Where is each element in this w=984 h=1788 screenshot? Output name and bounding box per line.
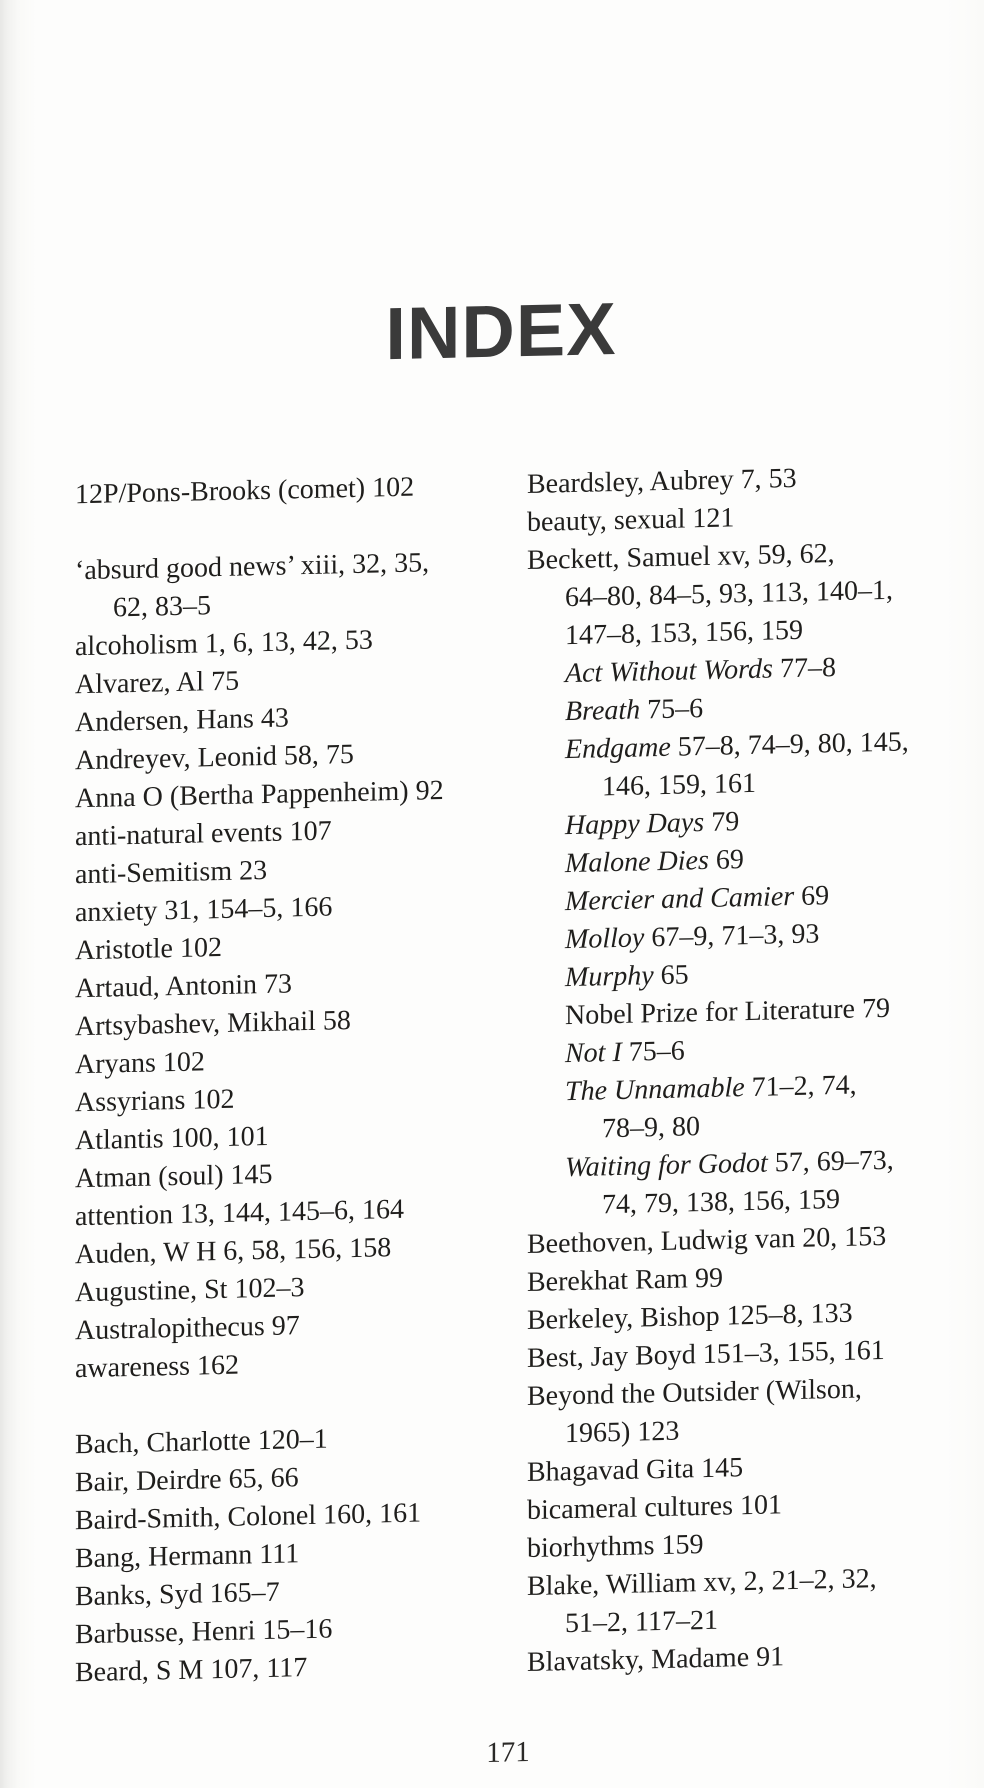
index-entry-text: anti-natural events 107 bbox=[75, 815, 332, 853]
index-entry-text: Atlantis 100, 101 bbox=[75, 1120, 269, 1157]
index-entry-text: beauty, sexual 121 bbox=[527, 502, 735, 539]
index-entry-text: Banks, Syd 165–7 bbox=[75, 1576, 280, 1613]
index-entry-text: Beethoven, Ludwig van 20, 153 bbox=[527, 1220, 887, 1261]
index-entry-text: Beardsley, Aubrey 7, 53 bbox=[527, 462, 797, 501]
index-entry-text: Artsybashev, Mikhail 58 bbox=[75, 1005, 351, 1043]
index-entry-text: Berkeley, Bishop 125–8, 133 bbox=[527, 1297, 853, 1337]
index-entry-text: 1965) 123 bbox=[565, 1415, 680, 1450]
page-title: INDEX bbox=[385, 287, 617, 376]
index-entry-text: 65 bbox=[653, 959, 689, 992]
index-book-title: Act Without Words bbox=[565, 653, 773, 690]
index-entry-text: 57–8, 74–9, 80, 145, bbox=[670, 726, 909, 763]
index-entry-text: Assyrians 102 bbox=[75, 1083, 235, 1119]
index-entry-text: Beckett, Samuel xv, 59, 62, bbox=[527, 538, 835, 577]
index-book-title: Molloy bbox=[565, 922, 645, 956]
index-entry-text: Bair, Deirdre 65, 66 bbox=[75, 1462, 299, 1499]
index-entry-text: Aristotle 102 bbox=[75, 931, 222, 967]
index-book-title: The Unnamable bbox=[565, 1072, 745, 1108]
index-entry-text: 69 bbox=[708, 844, 744, 876]
index-entry-text: Auden, W H 6, 58, 156, 158 bbox=[75, 1232, 392, 1271]
index-entry-text: Bhagavad Gita 145 bbox=[527, 1452, 744, 1489]
index-entry-text: Bach, Charlotte 120–1 bbox=[75, 1423, 328, 1461]
index-entry-text: Aryans 102 bbox=[75, 1046, 205, 1081]
index-entry-text: 79 bbox=[704, 806, 740, 839]
index-entry-text: Beard, S M 107, 117 bbox=[75, 1652, 308, 1689]
index-entry-text: 51–2, 117–21 bbox=[565, 1604, 718, 1640]
index-column-right: Beardsley, Aubrey 7, 53 beauty, sexual 12… bbox=[527, 456, 976, 1682]
index-entry-text: 64–80, 84–5, 93, 113, 140–1, bbox=[565, 574, 893, 614]
index-entry-text: Atman (soul) 145 bbox=[75, 1158, 273, 1195]
index-book-title: Malone Dies bbox=[565, 844, 709, 880]
index-entry-text: bicameral cultures 101 bbox=[527, 1489, 783, 1527]
index-book-title: Waiting for Godot bbox=[565, 1147, 768, 1184]
index-book-title: Endgame bbox=[565, 731, 671, 766]
index-entry-text: anxiety 31, 154–5, 166 bbox=[75, 891, 333, 929]
index-entry-text: 146, 159, 161 bbox=[602, 767, 756, 803]
index-entry-text: 78–9, 80 bbox=[602, 1111, 700, 1145]
index-book-title: Not I bbox=[565, 1036, 622, 1070]
index-entry-text: Blavatsky, Madame 91 bbox=[527, 1641, 785, 1679]
index-book-title: Happy Days bbox=[565, 807, 705, 842]
index-entry-text: 12P/Pons-Brooks (comet) 102 bbox=[75, 471, 415, 511]
index-entry-text: attention 13, 144, 145–6, 164 bbox=[75, 1193, 404, 1233]
index-entry-text: 71–2, 74, bbox=[744, 1069, 857, 1104]
index-entry-text: Nobel Prize for Literature 79 bbox=[565, 992, 890, 1032]
index-entry-text: 147–8, 153, 156, 159 bbox=[565, 614, 803, 652]
index-entry-line: 12P/Pons-Brooks (comet) 102 bbox=[75, 466, 527, 514]
index-book-title: Murphy bbox=[565, 960, 654, 994]
index-entry-text: Blake, William xv, 2, 21–2, 32, bbox=[527, 1563, 877, 1603]
index-book-title: Breath bbox=[565, 694, 641, 728]
index-entry-text: 62, 83–5 bbox=[113, 590, 211, 624]
index-entry-text: Best, Jay Boyd 151–3, 155, 161 bbox=[527, 1334, 885, 1375]
index-entry-text: Alvarez, Al 75 bbox=[75, 665, 240, 701]
page-number: 171 bbox=[486, 1735, 530, 1769]
index-entry-text: 77–8 bbox=[772, 652, 836, 685]
index-entry-text: Andreyev, Leonid 58, 75 bbox=[75, 738, 354, 777]
index-entry-text: Berekhat Ram 99 bbox=[527, 1262, 723, 1299]
index-entry-text: 74, 79, 138, 156, 159 bbox=[602, 1183, 840, 1221]
index-entry-text: Baird-Smith, Colonel 160, 161 bbox=[75, 1497, 422, 1537]
index-column-left: 12P/Pons-Brooks (comet) 102 ‘absurd good … bbox=[75, 466, 527, 1692]
index-entry-text: 69 bbox=[794, 880, 830, 912]
index-columns: 12P/Pons-Brooks (comet) 102 ‘absurd good … bbox=[75, 456, 976, 1692]
index-entry-text: Australopithecus 97 bbox=[75, 1310, 300, 1347]
index-entry-text: anti-Semitism 23 bbox=[75, 854, 268, 891]
index-entry-text: ‘absurd good news’ xiii, 32, 35, bbox=[75, 547, 430, 587]
index-entry-text: Bang, Hermann 111 bbox=[75, 1538, 300, 1575]
index-entry-text: 67–9, 71–3, 93 bbox=[644, 918, 820, 954]
index-entry-text: biorhythms 159 bbox=[527, 1529, 704, 1565]
index-book-title: Mercier and Camier bbox=[565, 880, 795, 918]
index-entry-text: 57, 69–73, bbox=[767, 1144, 894, 1179]
index-entry-text: Barbusse, Henri 15–16 bbox=[75, 1613, 333, 1651]
index-entry-text: Augustine, St 102–3 bbox=[75, 1272, 305, 1309]
index-entry-text: 75–6 bbox=[621, 1035, 685, 1068]
index-entry-text: Beyond the Outsider (Wilson, bbox=[527, 1373, 862, 1413]
index-entry-text: Andersen, Hans 43 bbox=[75, 702, 289, 739]
index-entry-text: alcoholism 1, 6, 13, 42, 53 bbox=[75, 624, 373, 663]
index-entry-text: Anna O (Bertha Pappenheim) 92 bbox=[75, 774, 444, 815]
index-entry-text: Artaud, Antonin 73 bbox=[75, 968, 292, 1005]
index-entry-text: 75–6 bbox=[640, 693, 704, 726]
index-entry-text: awareness 162 bbox=[75, 1349, 240, 1385]
